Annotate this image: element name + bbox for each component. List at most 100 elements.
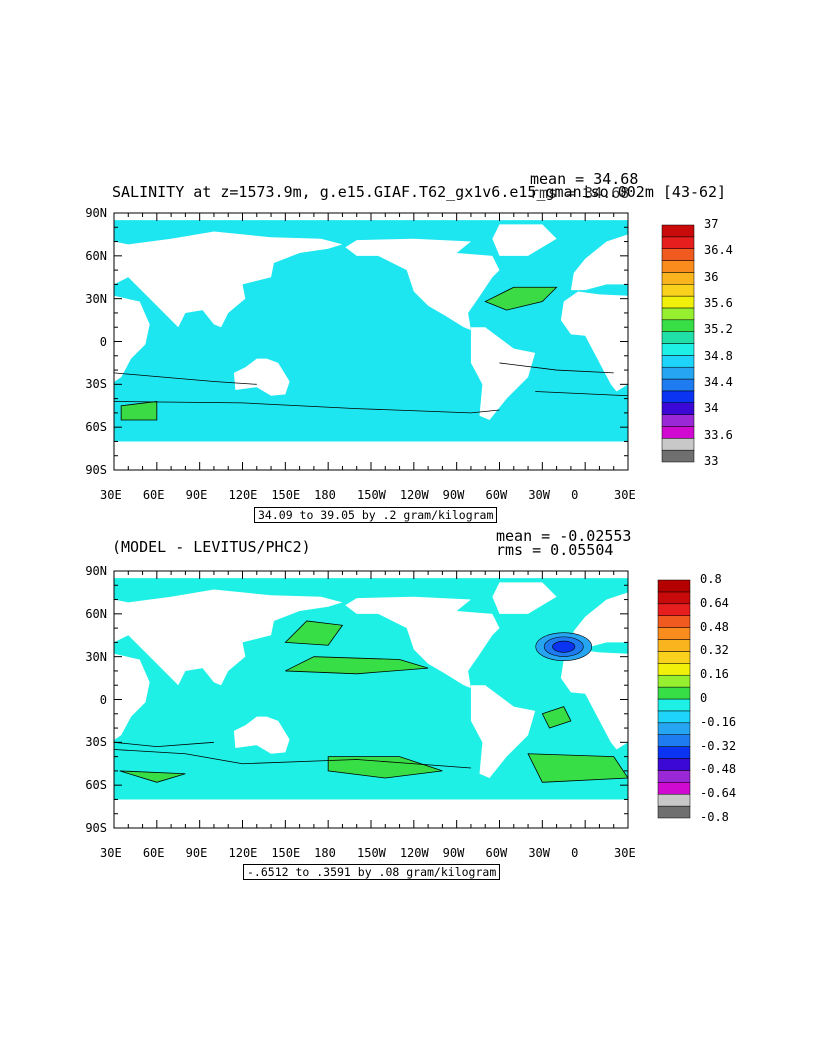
contour-line: [535, 391, 629, 397]
colorbar-swatch: [657, 805, 691, 819]
anomaly-patch: [284, 620, 344, 646]
y-tick-label: 90S: [85, 463, 107, 477]
x-tick-label: 30W: [528, 846, 551, 860]
colorbar-swatch: [661, 414, 695, 427]
colorbar-label: 0.8: [700, 572, 722, 586]
colorbar-swatch: [657, 615, 691, 628]
anomaly-patch: [527, 753, 629, 783]
x-tick-label: 30W: [528, 488, 551, 502]
y-tick-label: 90S: [85, 821, 107, 835]
contour-line: [113, 372, 257, 385]
colorbar-label: 36.4: [704, 243, 733, 258]
land-mask: [570, 592, 628, 649]
colorbar-swatch: [657, 651, 691, 664]
negative-anomaly: [552, 640, 576, 653]
x-tick-label: 30E: [614, 846, 636, 860]
x-tick-label: 150E: [271, 846, 301, 860]
x-tick-label: 30E: [614, 488, 636, 502]
colorbar-swatch: [661, 260, 695, 273]
x-tick-label: 180: [314, 846, 336, 860]
colorbar-swatch: [657, 770, 691, 783]
land-mask: [114, 231, 343, 328]
x-tick-label: 120E: [228, 846, 258, 860]
colorbar-swatch: [657, 686, 691, 700]
anomaly-patch: [484, 286, 558, 311]
y-tick-label: 60N: [85, 606, 107, 621]
x-tick-label: 120E: [228, 488, 258, 502]
x-tick-label: 90E: [185, 846, 208, 860]
colorbar-label: 0.48: [700, 619, 729, 634]
y-tick-label: 30S: [85, 735, 107, 750]
colorbar-label: 0.16: [700, 667, 729, 682]
colorbar-label: 37: [704, 217, 719, 231]
colorbar-label: 35.6: [704, 296, 733, 310]
colorbar-swatch: [657, 663, 691, 676]
x-tick-label: 90W: [442, 846, 465, 860]
x-tick-label: 0: [571, 846, 579, 860]
panel1-contour-info: 34.09 to 39.05 by .2 gram/kilogram: [254, 507, 498, 523]
colorbar-label: 36: [704, 269, 719, 284]
contour-line: [113, 749, 471, 769]
x-tick-label: 60E: [142, 846, 165, 860]
colorbar-label: -0.64: [700, 786, 737, 801]
land-mask: [470, 327, 536, 421]
colorbar-label: -0.16: [700, 714, 737, 729]
contour-line: [499, 362, 614, 374]
y-tick-label: 60S: [85, 778, 107, 793]
colorbar-swatch: [657, 639, 691, 652]
y-tick-label: 90N: [85, 206, 107, 220]
colorbar-swatch: [657, 579, 691, 593]
anomaly-patch: [285, 656, 429, 675]
colorbar-swatch: [657, 734, 691, 747]
land-mask: [560, 291, 628, 392]
colorbar-swatch: [657, 627, 691, 640]
colorbar-label: 0.32: [700, 643, 729, 658]
colorbar-label: 33: [704, 454, 719, 468]
x-tick-label: 30E: [100, 488, 122, 502]
anomaly-patch: [327, 756, 443, 779]
colorbar-swatch: [657, 758, 691, 771]
colorbar-swatch: [657, 710, 691, 724]
panel1-map: [96, 220, 629, 470]
panel2-rms: rms = 0.05504: [496, 541, 614, 559]
land-mask: [233, 716, 290, 754]
y-tick-label: 0: [99, 692, 107, 707]
colorbar-swatch: [661, 331, 695, 344]
anomaly-patch: [119, 770, 186, 783]
anomaly-patch: [541, 706, 572, 729]
colorbar-label: -0.8: [700, 810, 729, 824]
colorbar-swatch: [661, 366, 695, 380]
colorbar-label: 34.8: [704, 348, 733, 363]
colorbar-swatch: [661, 248, 695, 261]
x-tick-label: 180: [314, 488, 336, 502]
anomaly-patch: [120, 401, 158, 421]
colorbar-label: 33.6: [704, 427, 733, 442]
panel1-mean: mean = 34.68: [530, 170, 639, 188]
land-mask: [233, 358, 290, 396]
panel2-contour-info: -.6512 to .3591 by .08 gram/kilogram: [243, 864, 501, 880]
colorbar-swatch: [657, 674, 691, 688]
land-mask: [560, 649, 628, 750]
colorbar-swatch: [661, 438, 695, 451]
x-tick-label: 150W: [357, 488, 386, 502]
x-tick-label: 60W: [485, 488, 508, 502]
colorbar-swatch: [657, 746, 691, 759]
colorbar-label: -0.48: [700, 762, 737, 777]
colorbar-swatch: [657, 591, 691, 605]
land-mask: [345, 596, 500, 689]
contour-line: [113, 401, 500, 414]
colorbar-swatch: [661, 343, 695, 356]
land-mask: [492, 224, 557, 256]
x-tick-label: 60E: [142, 488, 165, 502]
y-tick-label: 30N: [85, 649, 107, 664]
land-mask: [96, 295, 150, 392]
colorbar-swatch: [661, 390, 695, 403]
y-tick-label: 0: [99, 334, 107, 349]
panel2-mean: mean = -0.02553: [496, 527, 632, 545]
colorbar-swatch: [661, 426, 695, 439]
contour-line: [113, 741, 214, 748]
colorbar-swatch: [661, 272, 695, 285]
colorbar-swatch: [657, 793, 691, 807]
colorbar-swatch: [661, 378, 695, 392]
